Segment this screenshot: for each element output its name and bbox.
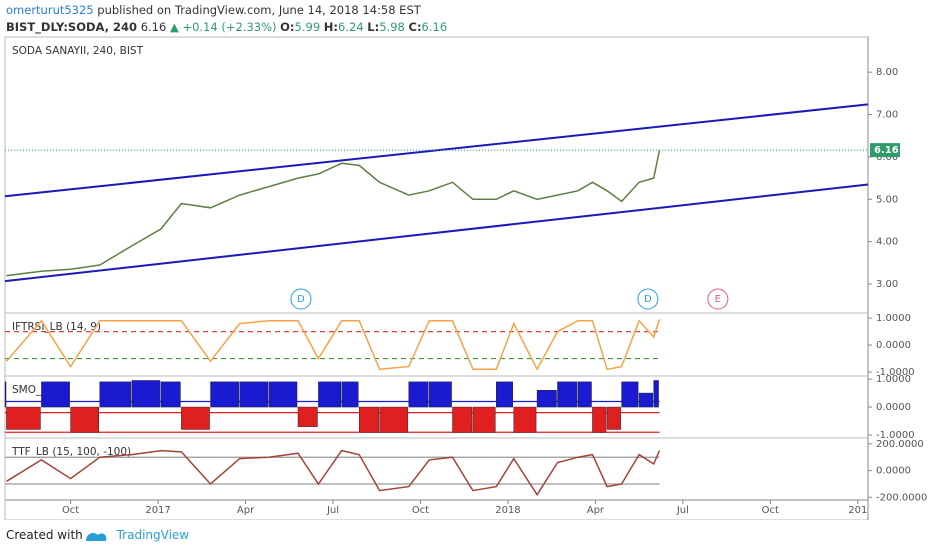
symbol: BIST_DLY:SODA, 240 [6,20,138,34]
indicator-bar [297,406,318,427]
indicator-bar [606,406,621,430]
event-label: D [297,294,305,305]
x-tick-label: Oct [412,505,429,516]
indicator-bar [131,380,161,408]
indicator-bar [160,381,181,408]
indicator-bar [379,406,409,433]
indicator-bar [41,381,70,408]
indicator-bar [557,381,578,408]
channel-line [4,183,869,283]
x-tick-label: Jul [676,505,689,516]
indicator-bar [653,380,659,408]
indicator-bar [536,390,557,408]
y-tick-label: 3.00 [876,279,898,290]
channel-line [4,103,869,198]
quote-line: BIST_DLY:SODA, 240 6.16 ▲ +0.14 (+2.33%)… [6,19,447,36]
chart: SODA SANAYII, 240, BIST 3.00 4.00 5.00 6.00 7… [4,36,927,520]
y-tick-label: 0.0000 [876,340,911,351]
indicator-bar [408,381,429,408]
indicator-bar [577,381,592,408]
h-value: 6.24 [338,20,364,34]
indicator-bar [358,406,379,433]
brand[interactable]: TradingView [116,528,190,542]
indicator-bar [99,381,132,408]
x-tick-label: 201 [848,505,867,516]
y-tick-label: 1.0000 [876,374,911,385]
indicator-bar [452,406,473,433]
created: Created with [6,528,83,542]
y-tick-label: 5.00 [876,194,898,205]
o-value: 5.99 [294,20,321,34]
last-price-label: 6.16 [874,145,899,156]
indicator-line [6,449,661,497]
x-tick-label: Oct [762,505,779,516]
y-tick-label: 0.0000 [876,402,911,413]
x-tick-label: Oct [62,505,79,516]
indicator-bar [621,381,639,408]
indicator-bar [318,381,341,408]
event-marker [707,288,729,310]
l-value: 5.98 [379,20,405,34]
y-tick-label: 7.00 [876,110,898,121]
indicator-bar [513,406,537,433]
y-tick-label: 200.0000 [876,439,924,450]
x-tick-label: 2018 [495,505,520,516]
indicator-bar [638,392,653,408]
indicator-bar [210,381,239,408]
logo [86,533,107,541]
price-line [6,149,661,277]
event-label: E [715,294,721,305]
indicator-bar [592,406,607,433]
indicator-bar [4,381,7,408]
last: 6.16 [140,20,167,34]
x-tick-label: 2017 [145,505,170,516]
h-label: H: [323,20,339,34]
l-label: L: [367,20,380,34]
publish-line: omerturut5325 published on TradingView.c… [6,2,447,19]
header: omerturut5325 published on TradingView.c… [6,2,447,36]
indicator-bar [428,381,452,408]
indicator-bar [341,381,359,408]
c-label: C: [408,20,422,34]
author[interactable]: omerturut5325 [6,3,94,17]
indicator-bar [181,406,210,430]
y-tick-label: 0.0000 [876,466,911,477]
panel-title: SODA SANAYII, 240, BIST [12,45,144,57]
indicator-bar [496,381,514,408]
change: ▲ +0.14 (+2.33%) [169,20,277,34]
c-value: 6.16 [421,20,448,34]
event-marker [637,288,659,310]
frame [4,36,869,520]
last-price-tag [870,143,900,158]
y-tick-label: -1.0000 [876,367,915,378]
footer: Created with TradingView [6,528,189,542]
published: published on TradingView.com, June 14, 2… [97,3,421,17]
indicator-line [5,319,661,371]
indicator-bar [239,381,269,408]
x-tick-label: Apr [587,505,605,516]
y-tick-label: 6.00 [876,152,898,163]
event-marker [290,288,312,310]
indicator-bar [268,381,298,408]
indicator-bar [472,406,496,433]
x-tick-label: Jul [326,505,339,516]
y-tick-label: -200.0000 [876,492,927,503]
panel-title: TTF_LB (15, 100, -100) [11,446,131,458]
y-tick-label: 4.00 [876,237,898,248]
o-label: O: [280,20,295,34]
event-label: D [644,294,652,305]
y-tick-label: -1.0000 [876,430,915,441]
indicator-bar [70,406,100,433]
y-tick-label: 8.00 [876,67,898,78]
y-tick-label: 1.0000 [876,313,911,324]
x-tick-label: Apr [237,505,255,516]
indicator-bar [6,406,41,430]
